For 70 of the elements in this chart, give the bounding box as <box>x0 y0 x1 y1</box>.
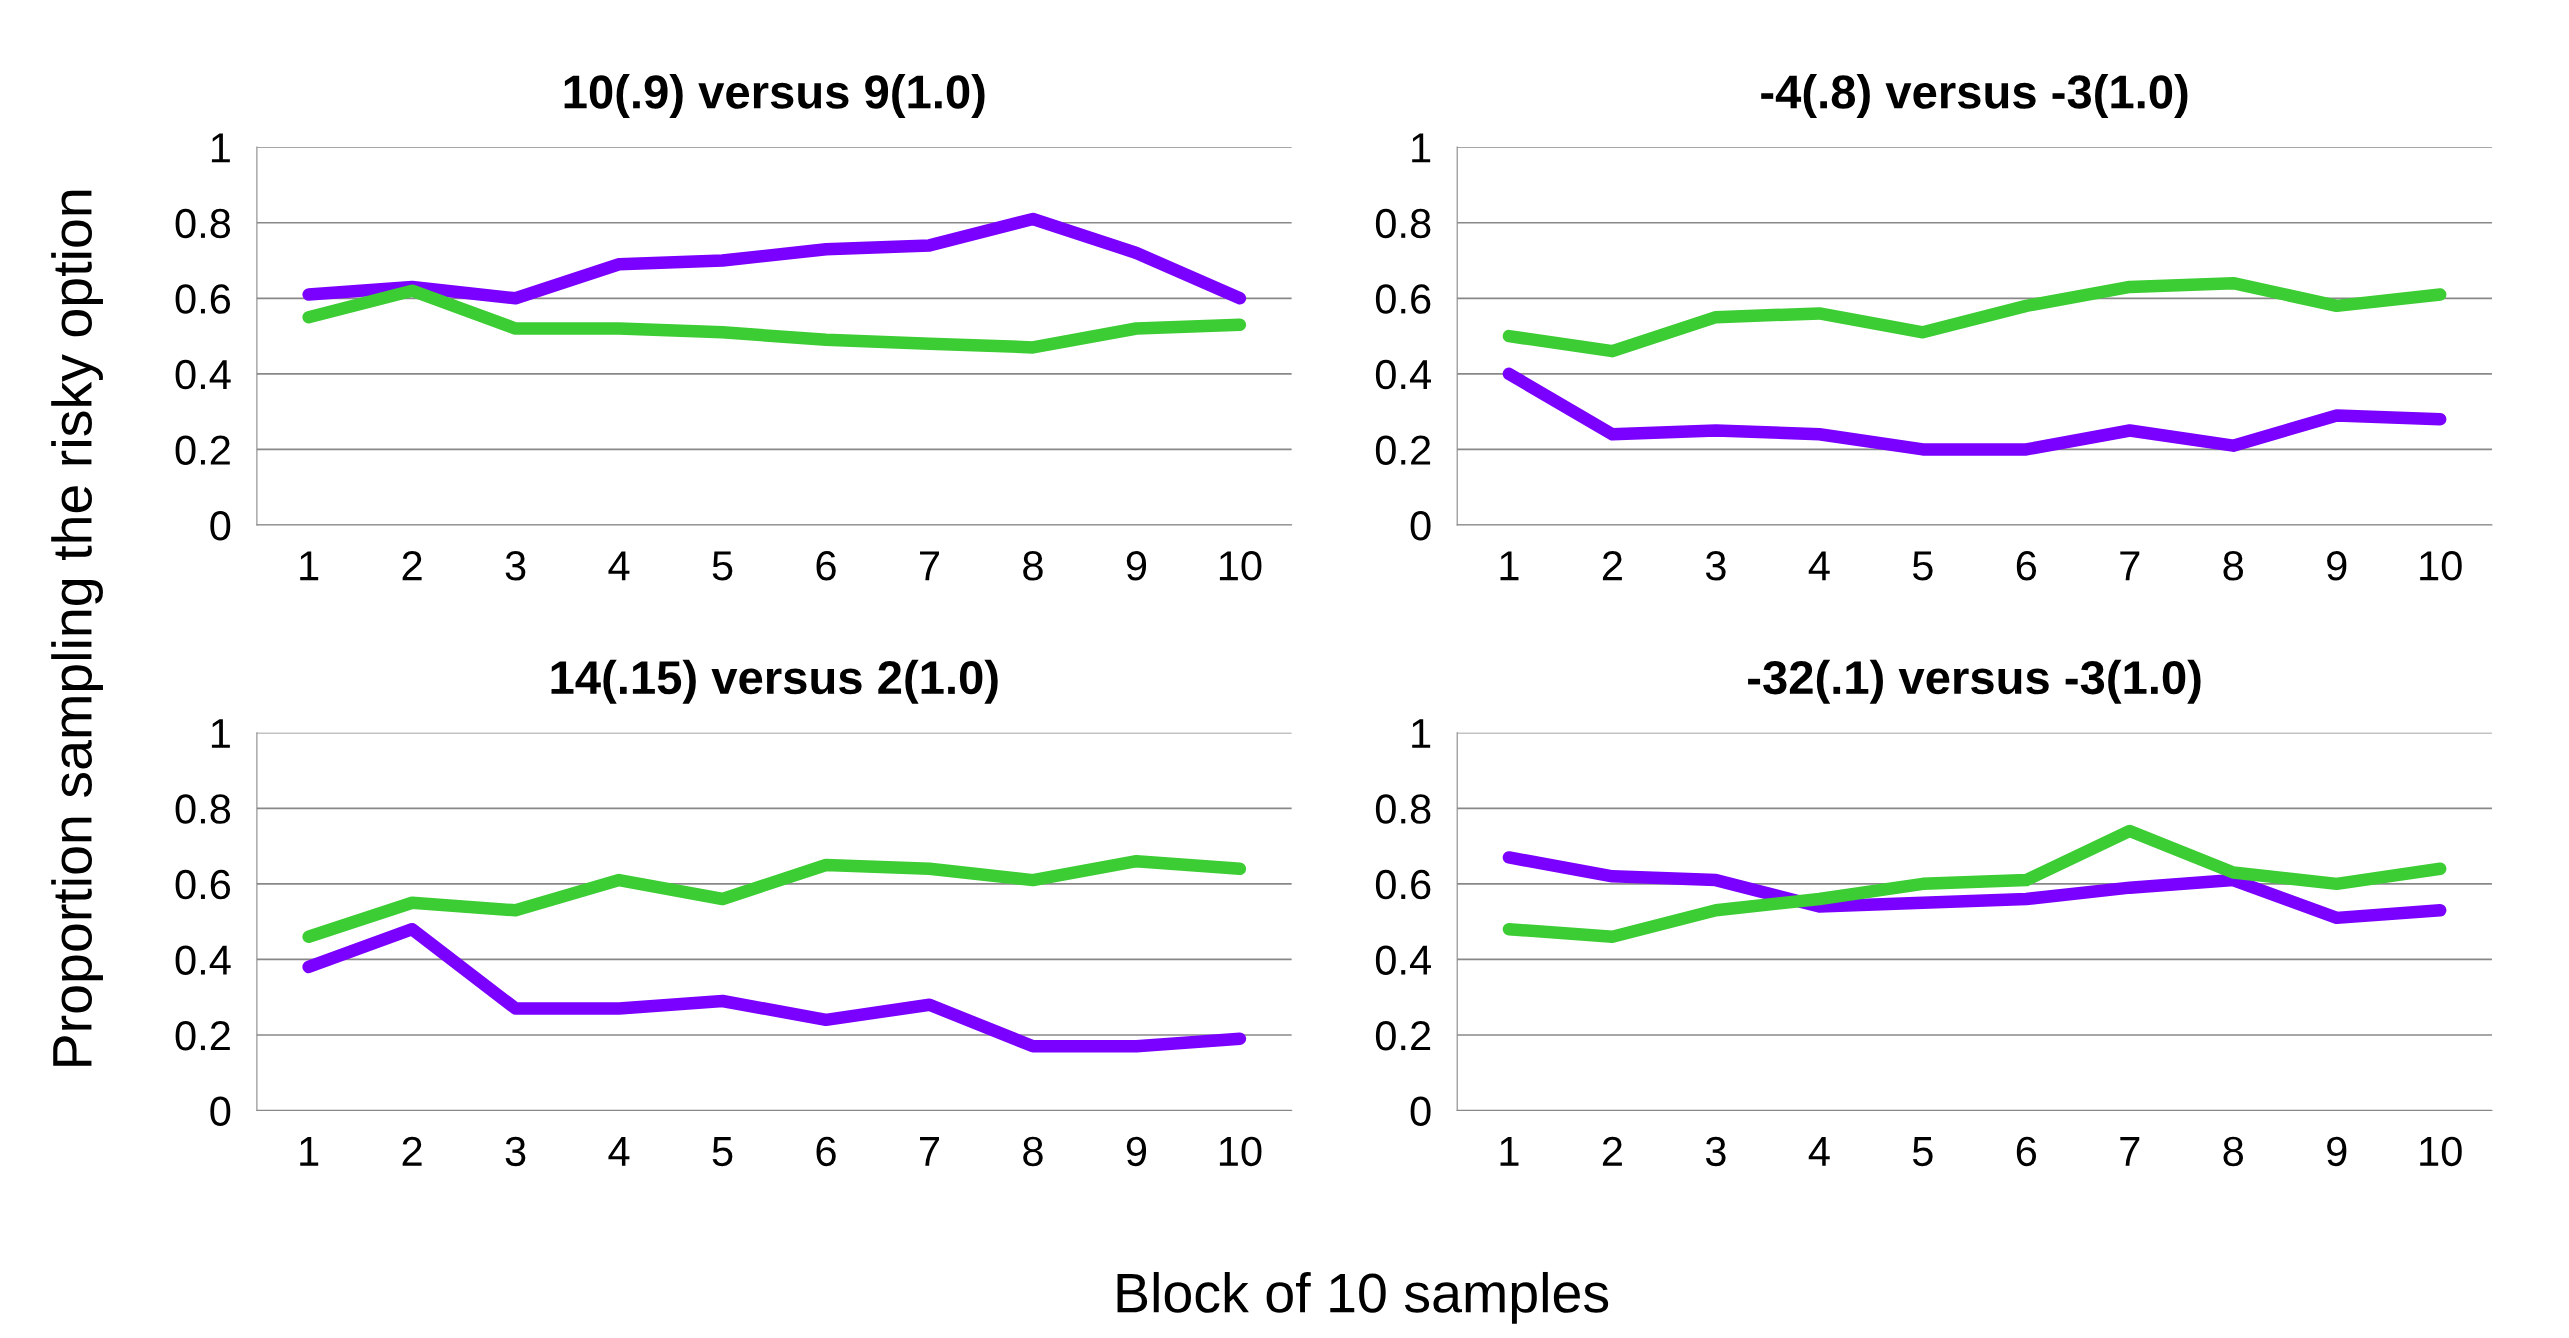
x-tick-label: 9 <box>1126 1136 1147 1167</box>
x-tick-label: 3 <box>1705 551 1726 581</box>
y-tick-label: 0.8 <box>175 794 231 824</box>
y-tick-label: 0.8 <box>175 208 231 239</box>
y-tick-label: 0.6 <box>1375 869 1431 900</box>
chart-title: 10(.9) versus 9(1.0) <box>564 74 985 119</box>
chart-title: -4(.8) versus -3(1.0) <box>1761 74 2188 119</box>
x-tick-label: 7 <box>920 1137 939 1166</box>
y-tick-label: 0.6 <box>175 869 231 900</box>
x-tick-label: 8 <box>2223 551 2244 581</box>
y-tick-label: 0.2 <box>1375 1020 1431 1051</box>
y-tick-label: 0 <box>1410 1096 1431 1127</box>
y-tick-label: 0.6 <box>175 284 231 314</box>
y-tick-label: 1 <box>1412 719 1431 748</box>
x-tick-label: 5 <box>712 1137 733 1167</box>
x-tick-label: 9 <box>1126 551 1147 581</box>
x-tick-label: 7 <box>2120 551 2140 581</box>
x-tick-label: 8 <box>1023 551 1043 581</box>
y-tick-label: 0 <box>210 1096 231 1127</box>
x-tick-label: 3 <box>505 551 526 581</box>
x-tick-label: 5 <box>1912 551 1933 581</box>
x-tick-label: 2 <box>1602 551 1622 581</box>
x-tick-label: 6 <box>2016 1136 2037 1167</box>
x-tick-label: 5 <box>1912 1137 1933 1167</box>
y-tick-label: 0.6 <box>1375 284 1431 314</box>
y-tick-label: 1 <box>211 719 230 748</box>
x-tick-label: 2 <box>1602 1136 1622 1166</box>
chart-title: 14(.15) versus 2(1.0) <box>551 659 998 704</box>
y-tick-label: 0.8 <box>1375 794 1431 824</box>
x-tick-label: 10 <box>2420 1136 2462 1167</box>
x-tick-label: 1 <box>1500 551 1519 581</box>
y-tick-label: 0.8 <box>1375 208 1431 239</box>
x-tick-label: 8 <box>1023 1136 1043 1167</box>
x-tick-label: 4 <box>608 1137 630 1166</box>
y-tick-label: 1 <box>211 133 230 163</box>
x-tick-label: 9 <box>2327 1136 2347 1167</box>
y-tick-label: 0.4 <box>1375 945 1431 975</box>
y-tick-label: 0.2 <box>175 1020 230 1051</box>
x-tick-label: 1 <box>300 1137 319 1166</box>
x-tick-label: 6 <box>816 1136 836 1167</box>
x-tick-label: 10 <box>1219 551 1262 581</box>
x-tick-label: 10 <box>1219 1136 1262 1167</box>
x-tick-label: 3 <box>1705 1136 1726 1167</box>
y-axis-title: Proportion sampling the risky option <box>51 190 103 1066</box>
x-tick-label: 3 <box>505 1136 526 1167</box>
x-tick-label: 4 <box>608 551 630 581</box>
x-tick-label: 2 <box>402 551 422 581</box>
x-tick-label: 6 <box>2016 551 2037 581</box>
y-tick-label: 1 <box>1412 133 1431 163</box>
x-tick-label: 7 <box>2120 1137 2140 1166</box>
y-tick-label: 0 <box>1410 510 1431 541</box>
y-tick-label: 0.2 <box>175 435 230 465</box>
x-tick-label: 1 <box>300 551 319 581</box>
y-tick-label: 0 <box>210 510 231 541</box>
x-tick-label: 8 <box>2223 1136 2244 1167</box>
y-tick-label: 0.4 <box>175 945 231 975</box>
x-tick-label: 9 <box>2327 551 2347 581</box>
x-axis-title: Block of 10 samples <box>1117 1271 1609 1324</box>
y-tick-label: 0.2 <box>1375 435 1431 465</box>
x-tick-label: 5 <box>712 551 733 581</box>
x-tick-label: 10 <box>2420 551 2462 581</box>
x-tick-label: 7 <box>920 551 939 581</box>
x-tick-label: 4 <box>1808 1137 1830 1166</box>
chart-title: -32(.1) versus -3(1.0) <box>1748 659 2201 704</box>
x-tick-label: 1 <box>1500 1137 1519 1166</box>
y-tick-label: 0.4 <box>175 359 231 390</box>
y-tick-label: 0.4 <box>1375 359 1431 390</box>
x-tick-label: 4 <box>1808 551 1830 581</box>
x-tick-label: 6 <box>816 551 836 581</box>
x-tick-label: 2 <box>402 1136 422 1166</box>
